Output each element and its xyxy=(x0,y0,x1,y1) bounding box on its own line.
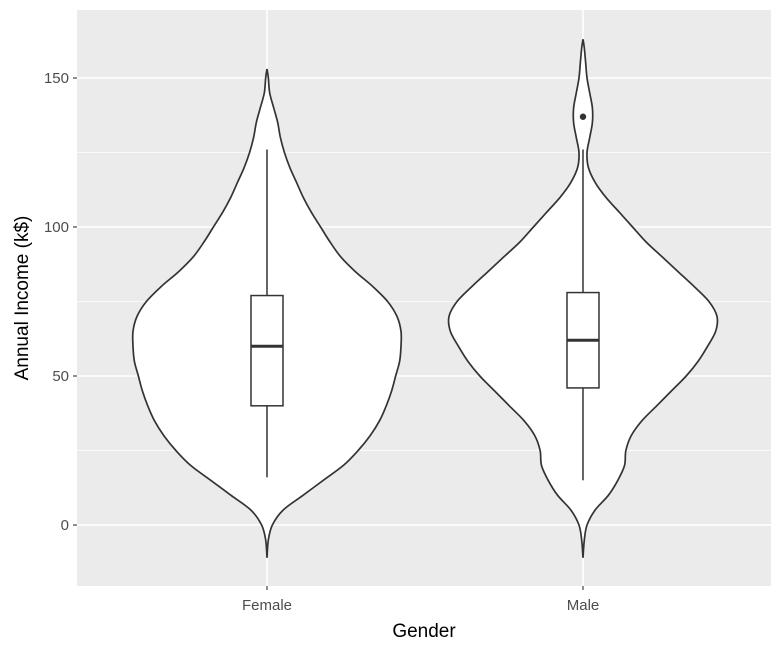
x-tick-label-male: Male xyxy=(567,597,600,614)
axes: 0 50 100 150 Female Male xyxy=(44,70,599,614)
boxplots xyxy=(250,113,600,481)
y-tick-label: 50 xyxy=(52,368,69,385)
y-tick-label: 150 xyxy=(44,70,69,87)
x-tick-label-female: Female xyxy=(242,597,292,614)
x-axis-title: Gender xyxy=(392,621,456,642)
y-tick-label: 100 xyxy=(44,219,69,236)
box-female xyxy=(250,294,284,407)
outlier-point-male xyxy=(579,113,587,120)
y-axis-title: Annual Income (k$) xyxy=(12,216,33,381)
y-tick-label: 0 xyxy=(61,517,69,534)
